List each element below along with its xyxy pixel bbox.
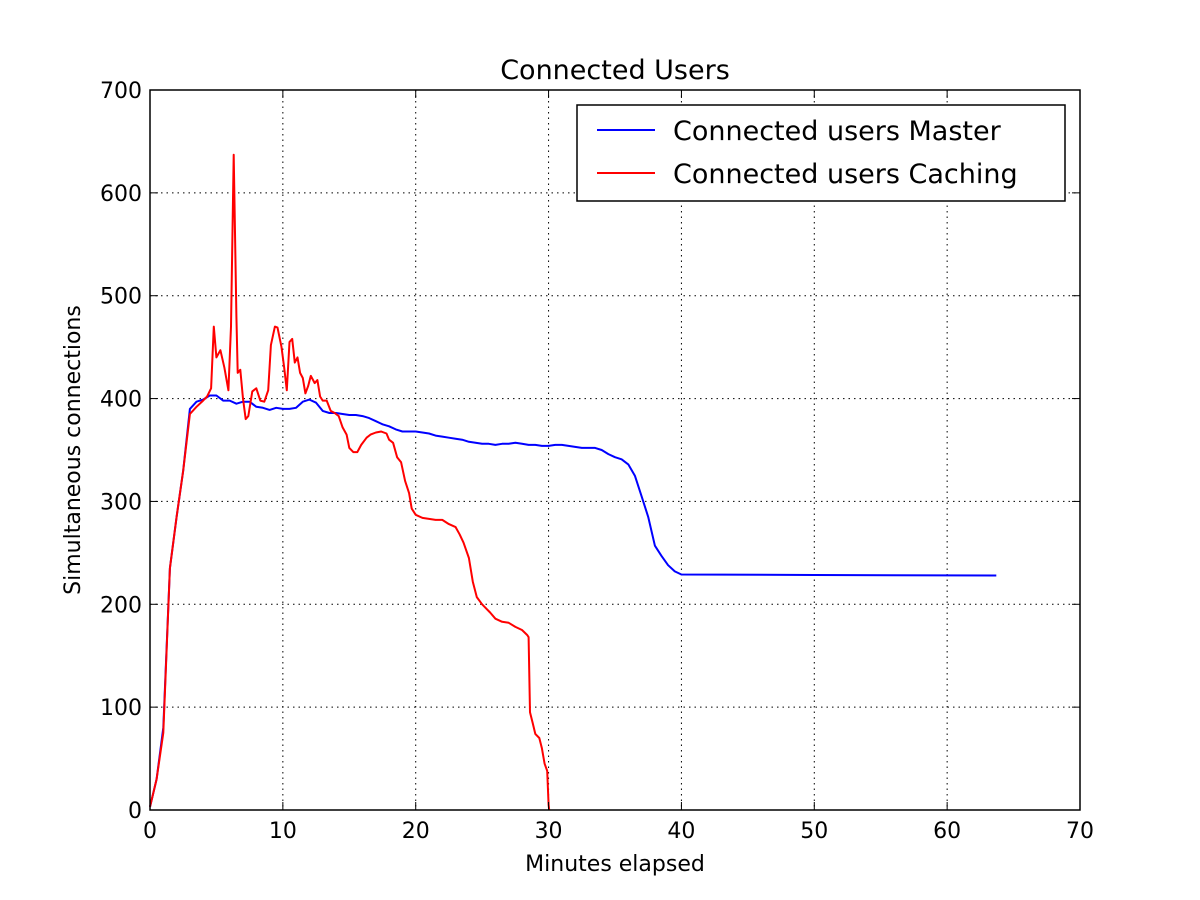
y-tick-label: 0 bbox=[128, 799, 142, 824]
series-line-master bbox=[149, 394, 997, 808]
y-tick-label: 300 bbox=[100, 490, 142, 515]
legend-label-master: Connected users Master bbox=[673, 116, 1002, 147]
chart-title: Connected Users bbox=[500, 55, 730, 86]
x-tick-label: 70 bbox=[1066, 819, 1094, 844]
x-tick-label: 0 bbox=[143, 819, 157, 844]
x-tick-label: 60 bbox=[933, 819, 961, 844]
axis-ticks bbox=[149, 89, 1081, 811]
y-axis-label: Simultaneous connections bbox=[61, 305, 86, 595]
x-tick-label: 20 bbox=[402, 819, 430, 844]
y-tick-label: 400 bbox=[100, 388, 142, 413]
series-lines bbox=[149, 153, 997, 811]
x-axis-label: Minutes elapsed bbox=[525, 852, 705, 877]
legend-label-caching: Connected users Caching bbox=[673, 159, 1018, 190]
x-tick-label: 10 bbox=[269, 819, 297, 844]
plot-frame bbox=[149, 89, 1081, 811]
y-tick-label: 700 bbox=[100, 79, 142, 104]
y-tick-label: 600 bbox=[100, 182, 142, 207]
x-tick-label: 50 bbox=[800, 819, 828, 844]
y-tick-label: 200 bbox=[100, 593, 142, 618]
y-tick-label: 100 bbox=[100, 696, 142, 721]
x-tick-label: 40 bbox=[667, 819, 695, 844]
x-tick-label: 30 bbox=[535, 819, 563, 844]
series-line-caching bbox=[149, 153, 551, 811]
legend: Connected users Master Connected users C… bbox=[576, 104, 1066, 202]
legend-box bbox=[576, 104, 1066, 202]
plot-area bbox=[150, 90, 1080, 810]
y-tick-label: 500 bbox=[100, 285, 142, 310]
